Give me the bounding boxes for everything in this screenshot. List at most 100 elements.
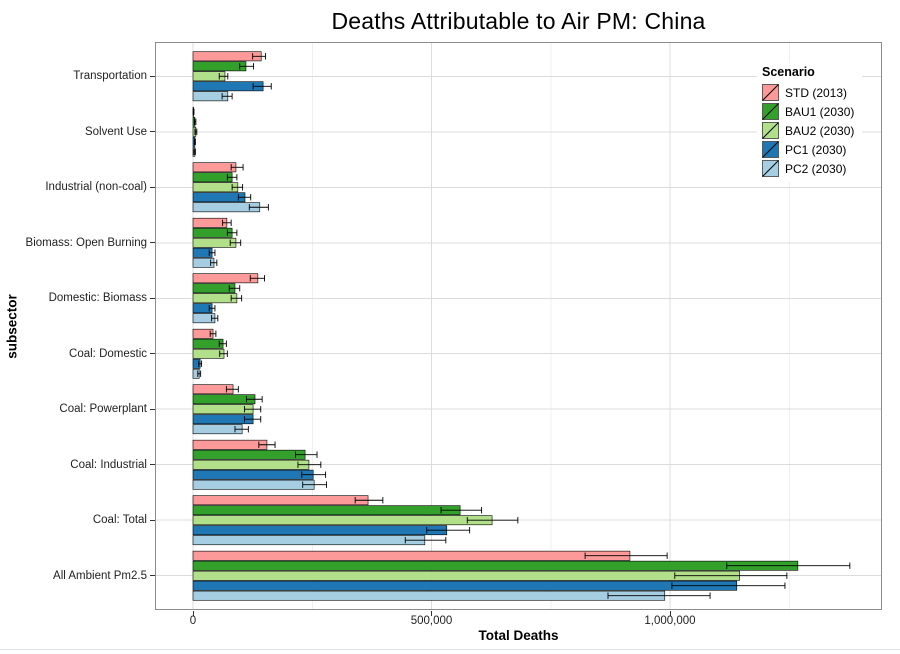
error-bar (466, 517, 519, 524)
bar (192, 560, 799, 571)
y-tick-label: Coal: Domestic (69, 347, 147, 360)
error-bar (225, 386, 239, 393)
error-bar (258, 441, 276, 448)
y-tick-mark (150, 186, 155, 188)
bar (192, 237, 237, 248)
bar (192, 172, 233, 183)
error-bar (222, 219, 232, 226)
error-bar (244, 416, 262, 423)
error-bar (404, 536, 447, 544)
error-bar (226, 229, 238, 236)
legend-title: Scenario (762, 65, 815, 79)
y-tick-mark (150, 575, 155, 577)
bar (192, 217, 228, 228)
bar (192, 439, 268, 450)
chart-title: Deaths Attributable to Air PM: China (331, 8, 706, 34)
bar (192, 505, 461, 516)
error-bar (584, 552, 668, 559)
error-bar (208, 249, 216, 256)
error-bar (193, 148, 196, 155)
legend-item-label: BAU1 (2030) (785, 104, 855, 119)
error-bar (231, 184, 244, 191)
error-bar (228, 285, 241, 292)
y-tick-label: Solvent Use (84, 125, 147, 138)
error-bar (237, 194, 252, 201)
y-tick-mark (150, 131, 155, 133)
y-tick-label: Coal: Industrial (70, 458, 147, 471)
error-bar (440, 507, 483, 514)
error-bar (239, 63, 255, 70)
error-bar (230, 164, 244, 171)
legend-item: STD (2013) (762, 83, 854, 102)
bar (192, 469, 314, 480)
bottom-window-edge (0, 649, 900, 650)
error-bar (671, 582, 786, 589)
error-bar (229, 239, 242, 246)
bar (192, 550, 631, 561)
error-bar (426, 527, 471, 534)
x-tick-label: 500,000 (410, 615, 453, 627)
legend-key-swatch-icon (762, 122, 779, 139)
bar (192, 515, 493, 526)
bar (192, 394, 256, 405)
bar (192, 182, 239, 193)
legend-item: PC1 (2030) (762, 140, 854, 159)
error-bar (302, 481, 328, 488)
error-bar (221, 93, 233, 100)
error-bar (234, 426, 249, 433)
legend: Scenario STD (2013) BAU1 (2030) BAU2 (2030… (757, 63, 863, 182)
y-tick-mark (150, 464, 155, 466)
legend-item-label: STD (2013) (785, 85, 848, 100)
x-tick-label: 0 (189, 615, 197, 627)
error-bar (210, 259, 218, 266)
legend-key-swatch-icon (762, 84, 779, 101)
y-tick-mark (150, 408, 155, 410)
error-bar (252, 53, 266, 60)
error-bar (249, 275, 266, 282)
y-tick-label: All Ambient Pm2.5 (53, 569, 147, 582)
bar (192, 283, 236, 294)
y-tick-label: Coal: Total (92, 514, 147, 527)
error-bar (219, 350, 228, 357)
y-tick-mark (150, 242, 155, 244)
error-bar (244, 406, 262, 413)
y-tick-mark (150, 75, 155, 77)
error-bar (230, 295, 243, 302)
legend-key-swatch-icon (762, 160, 779, 177)
error-bar (297, 461, 322, 468)
y-tick-mark (150, 353, 155, 355)
bar (192, 51, 262, 62)
bar (192, 590, 666, 601)
x-tick-mark (431, 611, 432, 616)
bar (192, 479, 315, 490)
x-tick-mark (192, 611, 194, 616)
y-tick-label: Industrial (non-coal) (45, 181, 147, 194)
error-bar (211, 315, 219, 322)
bar (192, 535, 426, 546)
error-bar (674, 572, 788, 579)
x-tick-label: 1,000,000 (644, 615, 696, 627)
legend-item: BAU1 (2030) (762, 102, 854, 121)
y-tick-label: Coal: Powerplant (59, 403, 147, 416)
y-tick-mark (150, 519, 155, 521)
legend-key-swatch-icon (762, 103, 779, 120)
error-bar (354, 497, 384, 504)
error-bar (193, 118, 197, 125)
error-bar (301, 471, 327, 478)
legend-item-label: BAU2 (2030) (785, 123, 855, 138)
x-axis-title: Total Deaths (478, 628, 559, 643)
y-axis-title: subsector (4, 294, 20, 359)
error-bar (248, 204, 269, 211)
error-bar (295, 451, 318, 458)
error-bar (226, 174, 238, 181)
bar (192, 338, 224, 349)
bar (192, 273, 259, 284)
y-tick-label: Transportation (73, 70, 147, 83)
legend-item: BAU2 (2030) (762, 121, 854, 140)
bar (192, 227, 233, 238)
error-bar (198, 360, 203, 367)
error-bar (726, 562, 851, 569)
legend-item-label: PC2 (2030) (785, 161, 847, 176)
legend-item-label: PC1 (2030) (785, 142, 847, 157)
